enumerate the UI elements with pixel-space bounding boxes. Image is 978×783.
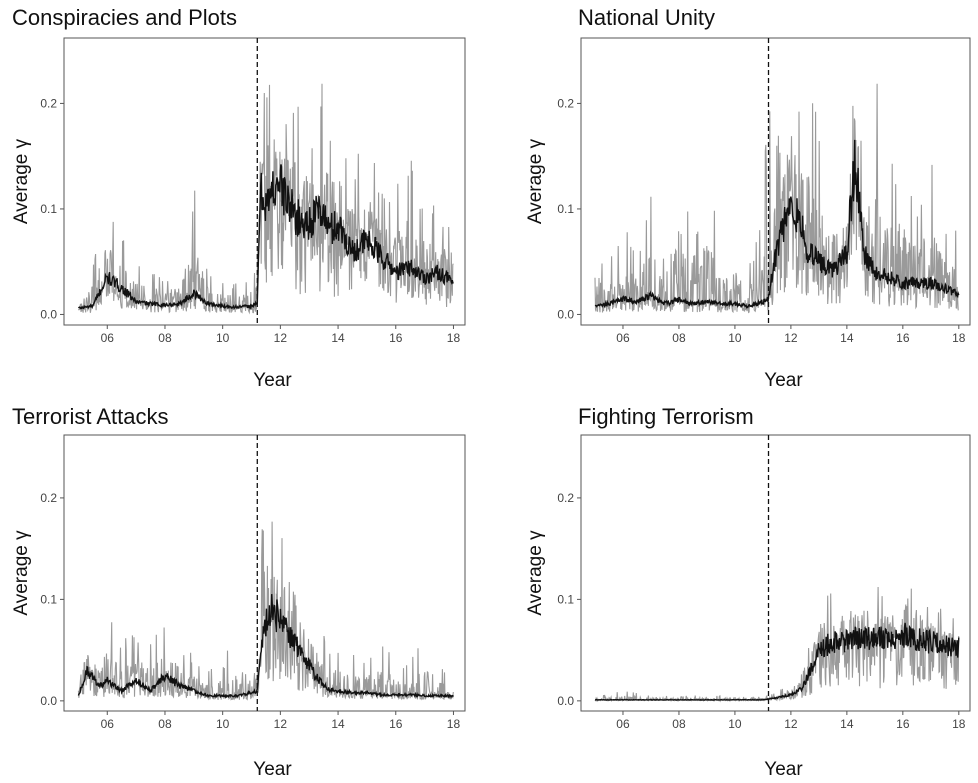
y-tick-label: 0.1 [557,592,574,606]
smoothed-series-line [77,594,455,699]
x-axis-label: Year [764,759,803,780]
smoothed-series-line [77,164,454,311]
x-tick-label: 08 [158,717,172,731]
x-tick-label: 10 [216,717,230,731]
x-tick-label: 06 [101,331,115,345]
x-tick-label: 14 [840,717,854,731]
x-axis-label: Year [253,370,292,391]
y-tick-label: 0.2 [40,491,57,505]
panel-0: Conspiracies and Plots 0.0 0.1 0.2 06 08 10 12 1… [11,5,466,391]
x-tick-label: 18 [952,331,966,345]
y-tick-label: 0.2 [557,96,574,110]
raw-series-line [77,521,454,701]
x-tick-label: 12 [784,331,798,345]
x-tick-label: 14 [331,717,345,731]
y-axis-label: Average γ [525,530,546,616]
x-tick-label: 16 [896,331,910,345]
x-tick-label: 08 [672,331,686,345]
y-axis-label: Average γ [11,530,32,616]
x-tick-label: 06 [616,331,630,345]
x-tick-label: 18 [447,717,461,731]
y-tick-label: 0.2 [40,96,57,110]
x-tick-label: 08 [672,717,686,731]
x-tick-label: 06 [101,717,115,731]
y-tick-label: 0.0 [557,307,574,321]
plot-area [77,521,455,701]
panel-2: Terrorist Attacks 0.0 0.1 0.2 06 08 10 12 14 16 18… [11,404,466,780]
y-tick-label: 0.0 [40,694,57,708]
y-axis-label: Average γ [11,138,32,224]
x-tick-label: 08 [158,331,172,345]
x-tick-label: 10 [728,331,742,345]
x-tick-label: 14 [840,331,854,345]
x-tick-label: 12 [784,717,798,731]
x-tick-label: 12 [274,331,288,345]
plot-frame [580,434,971,712]
y-tick-label: 0.1 [557,202,574,216]
panel-title: National Unity [578,5,715,30]
plot-area [594,586,960,703]
y-tick-label: 0.1 [40,592,57,606]
panel-1: National Unity 0.0 0.1 0.2 06 08 10 12 14 16 18 Yea… [525,5,971,391]
panel-3: Fighting Terrorism 0.0 0.1 0.2 06 08 10 12 14 16 1… [525,404,971,780]
x-tick-label: 06 [616,717,630,731]
x-tick-label: 16 [896,717,910,731]
y-tick-label: 0.1 [40,202,57,216]
y-tick-label: 0.2 [557,491,574,505]
x-axis-label: Year [764,370,803,391]
plot-area [77,83,454,315]
x-tick-label: 18 [952,717,966,731]
x-tick-label: 16 [389,331,403,345]
x-tick-label: 12 [274,717,288,731]
x-axis-label: Year [253,759,292,780]
panel-title: Terrorist Attacks [12,404,168,429]
plot-area [594,83,960,314]
x-tick-label: 10 [728,717,742,731]
smoothed-series-line [594,139,960,309]
smoothed-series-line [594,622,960,701]
panel-title: Fighting Terrorism [578,404,754,429]
raw-series-line [594,83,959,314]
y-tick-label: 0.0 [40,307,57,321]
x-tick-label: 16 [389,717,403,731]
x-tick-label: 10 [216,331,230,345]
y-tick-label: 0.0 [557,694,574,708]
x-tick-label: 14 [331,331,345,345]
x-tick-label: 18 [447,331,461,345]
y-axis-label: Average γ [525,138,546,224]
panel-title: Conspiracies and Plots [12,5,237,30]
